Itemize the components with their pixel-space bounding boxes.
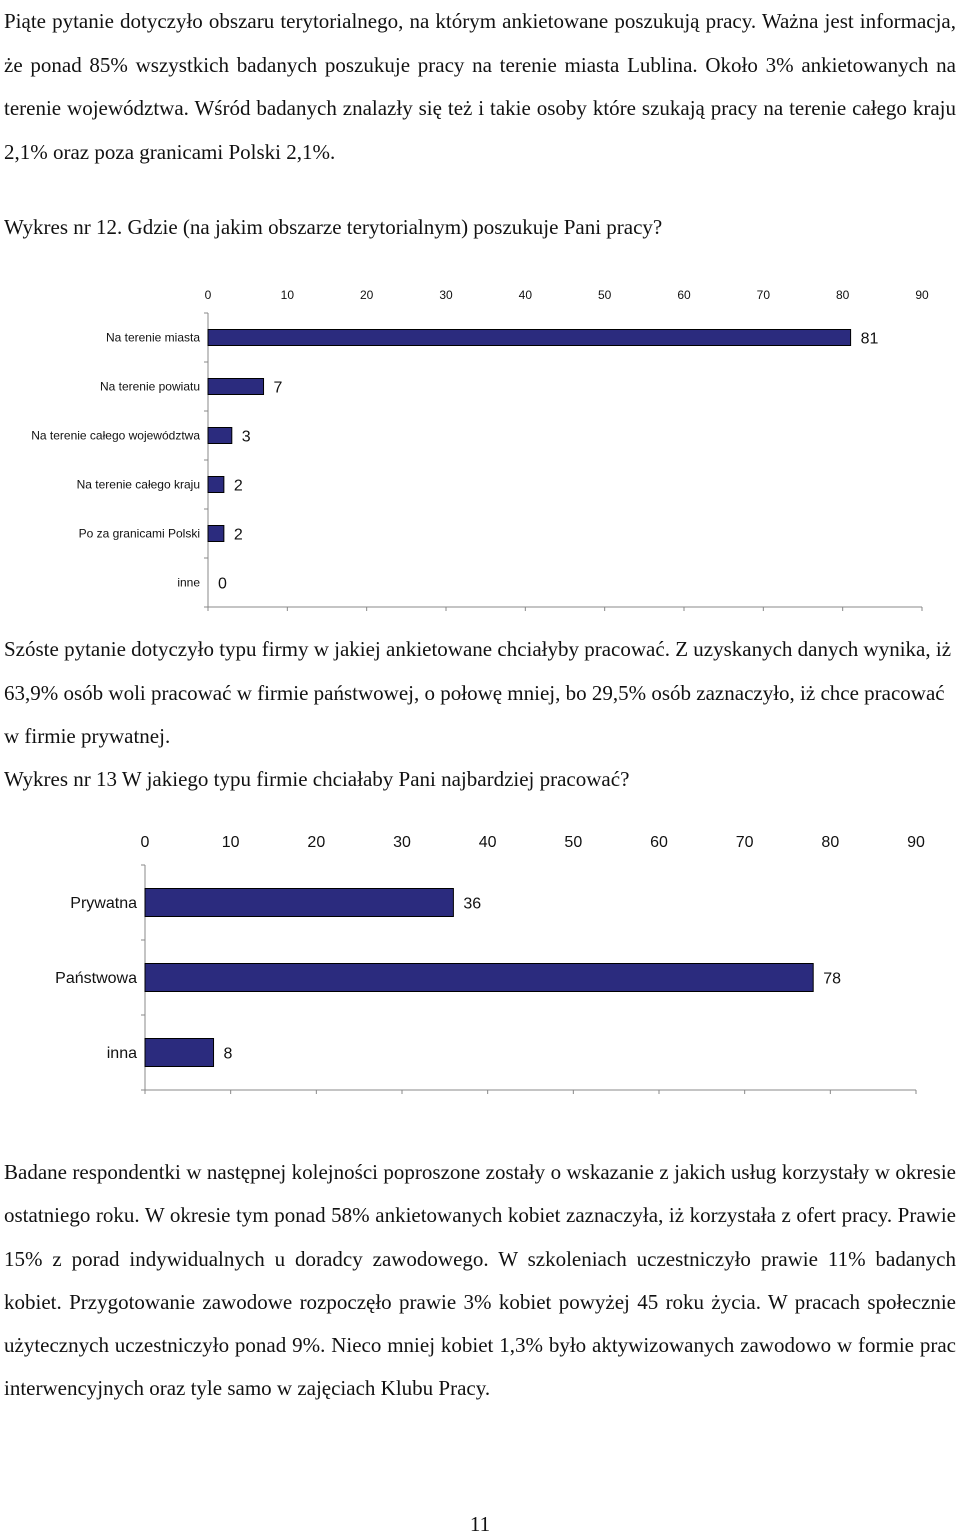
category-label: Po za granicami Polski	[79, 527, 200, 541]
x-tick-label: 10	[281, 288, 295, 302]
x-tick-label: 30	[393, 834, 411, 851]
x-tick-label: 20	[360, 288, 374, 302]
bar	[144, 888, 454, 917]
category-label: Na terenie miasta	[106, 331, 200, 345]
bar	[207, 378, 265, 395]
x-tick-label: 90	[915, 288, 929, 302]
data-label: 81	[861, 331, 879, 348]
category-label: Na terenie powiatu	[100, 380, 200, 394]
x-tick-label: 40	[479, 834, 497, 851]
page-number: 11	[469, 1512, 491, 1536]
x-tick-label: 40	[519, 288, 533, 302]
x-tick-label: 20	[307, 834, 325, 851]
category-label: Państwowa	[55, 970, 137, 987]
bar	[207, 329, 852, 346]
bar	[144, 963, 814, 992]
chart-13-caption: Wykres nr 13 W jakiego typu firmie chcia…	[4, 767, 630, 791]
bar	[207, 525, 225, 542]
bar	[207, 427, 233, 444]
paragraph-services: Badane respondentki w następnej kolejnoś…	[4, 1160, 956, 1401]
x-tick-label: 90	[907, 834, 925, 851]
data-label: 36	[463, 896, 481, 913]
data-label: 2	[234, 478, 243, 495]
x-tick-label: 0	[141, 834, 150, 851]
x-tick-label: 30	[439, 288, 453, 302]
x-tick-label: 50	[564, 834, 582, 851]
paragraph-territory: Piąte pytanie dotyczyło obszaru terytori…	[4, 9, 956, 164]
chart-12-caption: Wykres nr 12. Gdzie (na jakim obszarze t…	[4, 215, 663, 239]
category-label: inne	[177, 576, 200, 590]
chart-13-company-type: 0 10 20 30 40 50 60 70 80 90 Prywatna 36 Państwowa 78…	[55, 834, 925, 1094]
category-label: Prywatna	[70, 895, 137, 912]
category-label: Na terenie całego kraju	[77, 478, 200, 492]
bar	[207, 476, 225, 493]
x-tick-label: 70	[736, 834, 754, 851]
x-tick-label: 80	[836, 288, 850, 302]
x-tick-label: 50	[598, 288, 612, 302]
category-label: Na terenie całego województwa	[31, 429, 200, 443]
x-tick-label: 60	[650, 834, 668, 851]
paragraph-company-type: Szóste pytanie dotyczyło typu firmy w ja…	[4, 637, 952, 748]
data-label: 0	[218, 576, 227, 593]
x-tick-label: 10	[222, 834, 240, 851]
data-label: 3	[242, 429, 251, 446]
bar	[144, 1038, 215, 1067]
x-tick-label: 80	[821, 834, 839, 851]
data-label: 2	[234, 527, 243, 544]
x-tick-label: 70	[757, 288, 771, 302]
x-tick-label: 0	[205, 288, 212, 302]
data-label: 78	[823, 971, 841, 988]
data-label: 7	[274, 380, 283, 397]
data-label: 8	[224, 1046, 233, 1063]
category-label: inna	[107, 1045, 137, 1062]
x-tick-label: 60	[677, 288, 691, 302]
